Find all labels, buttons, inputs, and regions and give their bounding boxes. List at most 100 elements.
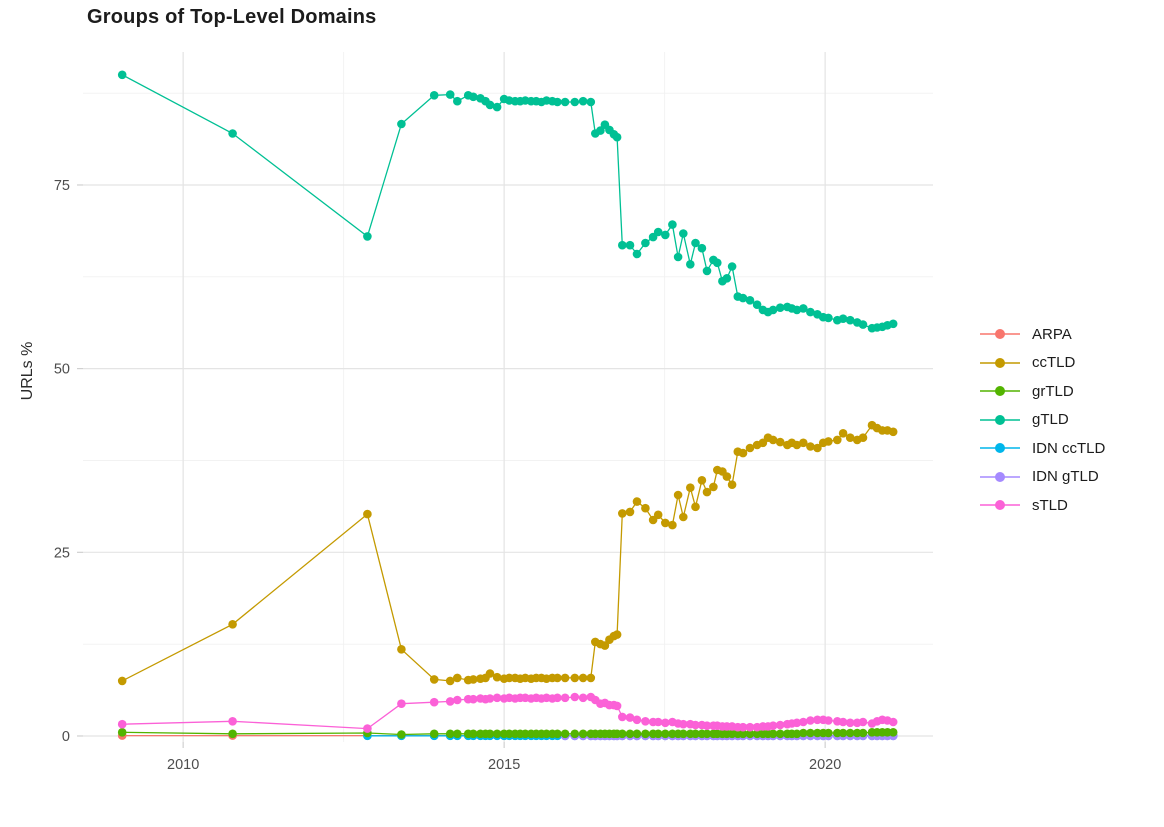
gtld-point [397, 119, 406, 129]
cctld-point [709, 482, 718, 492]
cctld-point [560, 673, 570, 683]
x-tick-label: 2020 [809, 757, 841, 773]
grtld-point [745, 729, 755, 739]
gtld-point [661, 230, 670, 240]
stld-point [117, 719, 127, 729]
cctld-point [570, 673, 580, 683]
legend-key-icon [980, 329, 1020, 340]
gtld-point [824, 313, 833, 323]
cctld-line [121, 424, 894, 682]
gtld-point [453, 96, 462, 106]
legend-item-gtld: gTLD [978, 406, 1105, 435]
cctld-point [824, 437, 833, 446]
grtld-point [653, 729, 663, 739]
cctld-point [397, 645, 406, 654]
cctld-point [578, 673, 588, 683]
grtld-point [228, 729, 237, 739]
grtld-point [691, 729, 700, 739]
grtld-point [824, 728, 833, 738]
cctld-point [686, 483, 695, 493]
gtld-point [612, 132, 622, 142]
cctld-point [845, 433, 855, 443]
cctld-point [632, 497, 642, 506]
legend-item-arpa: ARPA [978, 320, 1105, 349]
stld-point [806, 716, 815, 725]
grtld-point [738, 729, 748, 739]
legend-item-grtld: grTLD [978, 377, 1105, 406]
cctld-point [661, 518, 670, 528]
grtld-point [618, 729, 627, 739]
cctld-point [668, 520, 677, 530]
grtld-point [578, 729, 588, 739]
legend-key-icon [980, 357, 1020, 368]
gtld-point [570, 97, 580, 107]
gtld-point [228, 129, 237, 138]
grtld-point [492, 729, 502, 739]
legend-item-idn-cctld: IDN ccTLD [978, 434, 1105, 463]
cctld-point [469, 675, 478, 684]
cctld-point [799, 438, 808, 448]
cctld-point [727, 480, 737, 490]
gtld-point [469, 92, 478, 102]
cctld-point [429, 675, 439, 684]
stld-point [745, 722, 755, 732]
cctld-point [833, 435, 842, 445]
stld-point [799, 717, 808, 727]
gtld-point [632, 249, 642, 259]
grtld-point [768, 729, 778, 739]
cctld-point [679, 512, 688, 522]
stld-point [653, 717, 663, 727]
grtld-point [560, 729, 570, 739]
cctld-point [691, 502, 700, 512]
gtld-point [668, 220, 677, 229]
stld-point [738, 722, 748, 732]
gtld-line [121, 74, 894, 329]
stld-point [838, 717, 848, 727]
gtld-point [722, 274, 732, 283]
gtld-point [560, 97, 570, 107]
stld-point [397, 699, 406, 708]
grtld-point [888, 728, 898, 737]
cctld-point [697, 476, 707, 485]
gtld-point [553, 97, 562, 107]
y-tick-label: 75 [54, 178, 70, 194]
stld-point [679, 719, 688, 729]
cctld-point [228, 620, 237, 629]
legend: ARPA ccTLD grTLD gTLD IDN ccTLD IDN gTLD sTLD [978, 320, 1105, 520]
cctld-point [888, 427, 898, 437]
legend-label: IDN gTLD [1032, 468, 1099, 486]
legend-key-dot [995, 414, 1005, 425]
grtld-point [679, 729, 688, 739]
stld-point [768, 721, 778, 730]
legend-key-icon [980, 386, 1020, 397]
x-tick-label: 2010 [167, 757, 199, 773]
stld-point [578, 693, 588, 703]
cctld-point [625, 507, 635, 517]
chart-title: Groups of Top-Level Domains [87, 6, 377, 28]
stld-point [888, 717, 898, 727]
gtld-point [578, 96, 588, 106]
stld-point [641, 717, 650, 726]
stld-point [792, 718, 802, 728]
legend-item-idn-gtld: IDN gTLD [978, 463, 1105, 492]
legend-key-icon [980, 471, 1020, 482]
stld-point [553, 693, 562, 703]
y-axis-title: URLs % [19, 341, 36, 401]
gtld-point [858, 320, 868, 329]
cctld-point [838, 429, 848, 438]
cctld-point [618, 509, 627, 518]
gtld-point [363, 232, 372, 241]
grtld-point [553, 729, 562, 739]
gtld-point [641, 238, 650, 248]
cctld-point [586, 673, 596, 683]
cctld-point [806, 442, 815, 451]
grtld-point [625, 729, 635, 739]
grtld-point [838, 728, 848, 738]
cctld-point [722, 472, 732, 481]
gtld-point [838, 314, 848, 324]
gtld-point [679, 229, 688, 238]
cctld-point [673, 490, 683, 500]
grtld-point [775, 729, 785, 739]
grtld-point [845, 728, 855, 738]
